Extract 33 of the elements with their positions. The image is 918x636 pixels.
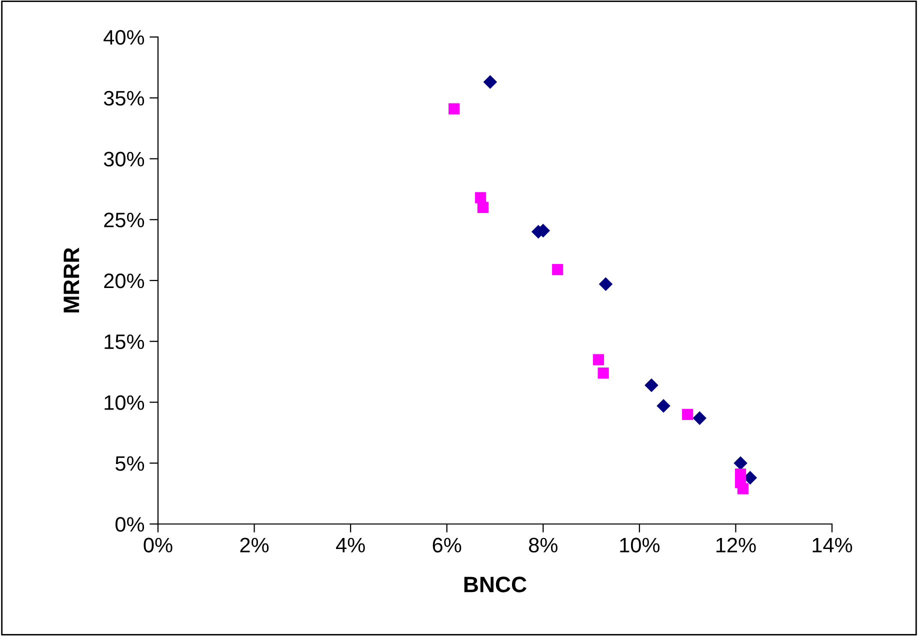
point: [599, 278, 612, 291]
point: [552, 264, 564, 276]
x-tick-label: 4%: [336, 538, 365, 552]
y-tick-label: 40%: [104, 30, 144, 45]
y-axis-title: MRRR: [64, 248, 80, 312]
y-tick-label: 20%: [104, 274, 144, 288]
point: [737, 483, 748, 494]
x-tick-label: 2%: [240, 538, 269, 552]
point: [477, 202, 489, 214]
x-tick-label: 12%: [716, 538, 756, 552]
point: [592, 354, 604, 366]
point: [598, 367, 609, 379]
point: [734, 456, 748, 470]
point: [644, 378, 658, 392]
x-axis-title: BNCC: [464, 576, 526, 592]
y-tick-label: 10%: [104, 395, 144, 410]
point: [682, 408, 694, 420]
x-tick-label: 10%: [620, 538, 660, 552]
point: [484, 75, 497, 89]
point: [693, 411, 706, 425]
y-tick-label: 35%: [104, 90, 144, 106]
point: [448, 103, 460, 114]
point: [475, 192, 486, 204]
x-tick-label: 0%: [144, 538, 172, 552]
x-tick-label: 8%: [528, 538, 558, 552]
y-tick-label: 0%: [116, 517, 144, 532]
y-tick-label: 30%: [104, 152, 144, 167]
x-tick-label: 6%: [432, 538, 462, 552]
y-tick-label: 15%: [104, 334, 144, 350]
y-tick-label: 5%: [116, 456, 144, 471]
y-tick-label: 25%: [104, 212, 144, 228]
point: [656, 399, 670, 412]
x-tick-label: 14%: [812, 538, 852, 552]
